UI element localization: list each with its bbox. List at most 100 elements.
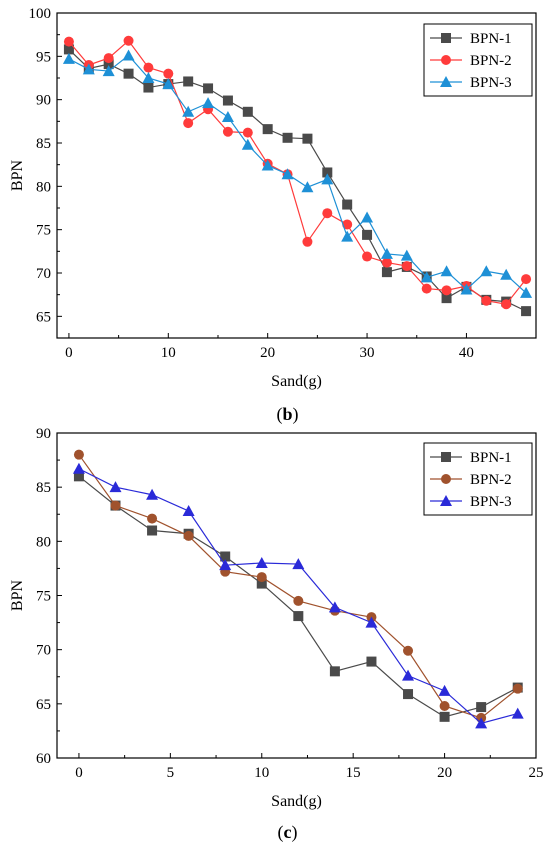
x-axis-label: Sand(g) — [271, 373, 322, 390]
data-point-bpn-3 — [520, 286, 533, 298]
data-point-bpn-3 — [261, 159, 274, 171]
data-point-bpn-1 — [256, 578, 267, 589]
data-point-bpn-2 — [403, 645, 414, 656]
y-tick-label: 65 — [36, 309, 51, 325]
data-point-bpn-2 — [103, 53, 114, 64]
data-point-bpn-2 — [147, 513, 158, 524]
data-point-bpn-2 — [63, 36, 74, 47]
data-point-bpn-3 — [460, 283, 473, 295]
data-point-bpn-2 — [439, 701, 450, 711]
data-point-bpn-3 — [321, 173, 334, 185]
data-point-bpn-3 — [400, 249, 413, 261]
data-point-bpn-3 — [438, 684, 451, 696]
data-point-bpn-1 — [441, 293, 452, 304]
x-axis-label: Sand(g) — [271, 793, 322, 810]
data-point-bpn-2 — [293, 595, 304, 606]
data-point-bpn-2 — [501, 299, 512, 310]
data-point-bpn-2 — [512, 683, 523, 694]
legend-label: BPN-1 — [470, 31, 512, 47]
data-point-bpn-2 — [521, 274, 532, 285]
data-point-bpn-2 — [322, 208, 333, 219]
data-point-bpn-2 — [362, 251, 373, 262]
legend-marker — [440, 76, 452, 87]
data-point-bpn-1 — [203, 83, 214, 94]
data-point-bpn-2 — [242, 127, 253, 138]
x-tick-label: 20 — [437, 765, 452, 781]
data-point-bpn-1 — [521, 306, 532, 317]
data-point-bpn-3 — [420, 271, 433, 283]
data-point-bpn-1 — [439, 711, 450, 722]
legend-label: BPN-1 — [470, 450, 512, 466]
data-point-bpn-3 — [219, 559, 232, 571]
data-point-bpn-1 — [381, 267, 392, 278]
data-point-bpn-3 — [365, 616, 378, 628]
data-point-bpn-3 — [62, 52, 75, 64]
data-point-bpn-2 — [123, 35, 134, 46]
data-point-bpn-2 — [183, 118, 194, 129]
legend-marker — [441, 452, 451, 462]
y-tick-label: 80 — [36, 179, 51, 195]
data-point-bpn-3 — [82, 63, 95, 75]
legend-marker — [441, 33, 451, 43]
data-point-bpn-1 — [293, 611, 304, 622]
data-point-bpn-1 — [123, 68, 134, 79]
data-point-bpn-3 — [292, 558, 305, 570]
data-point-bpn-3 — [500, 268, 513, 280]
y-tick-label: 90 — [36, 426, 51, 442]
x-tick-label: 10 — [161, 345, 176, 361]
data-point-bpn-3 — [328, 601, 341, 613]
data-point-bpn-1 — [302, 133, 313, 144]
data-point-bpn-1 — [366, 656, 377, 667]
data-point-bpn-1 — [103, 59, 114, 70]
y-tick-label: 75 — [36, 589, 51, 605]
y-tick-label: 65 — [36, 697, 51, 713]
y-axis-label: BPN — [9, 159, 26, 191]
y-tick-label: 85 — [36, 480, 51, 496]
data-point-bpn-1 — [73, 471, 84, 482]
legend-marker — [441, 55, 451, 65]
y-tick-label: 85 — [36, 136, 51, 152]
data-point-bpn-1 — [403, 689, 414, 700]
data-point-bpn-2 — [143, 62, 154, 73]
x-tick-label: 10 — [254, 765, 269, 781]
y-tick-label: 100 — [29, 6, 52, 22]
data-point-bpn-2 — [421, 283, 432, 294]
legend-label: BPN-2 — [470, 472, 512, 488]
data-point-bpn-3 — [361, 211, 374, 223]
x-tick-label: 0 — [75, 765, 83, 781]
data-point-bpn-3 — [475, 717, 488, 729]
data-point-bpn-2 — [401, 261, 412, 272]
figure-caption: (b) — [276, 404, 298, 425]
x-tick-label: 5 — [167, 765, 175, 781]
data-point-bpn-3 — [72, 462, 85, 474]
data-point-bpn-3 — [182, 505, 195, 516]
y-tick-label: 95 — [36, 49, 51, 65]
chart-b: 65 70 75 80 85 90 95 100 0 10 20 30 40 Sand(g) BPN BPN-… — [9, 6, 537, 425]
data-point-bpn-2 — [302, 236, 313, 247]
data-point-bpn-1 — [262, 124, 273, 135]
data-point-bpn-1 — [222, 95, 233, 106]
data-point-bpn-1 — [242, 106, 253, 117]
data-point-bpn-3 — [480, 265, 493, 277]
data-point-bpn-3 — [511, 707, 524, 719]
data-point-bpn-3 — [255, 557, 268, 568]
x-tick-label: 0 — [65, 345, 73, 361]
data-point-bpn-1 — [476, 702, 487, 713]
data-point-bpn-1 — [63, 44, 74, 55]
x-tick-label: 40 — [459, 345, 474, 361]
y-tick-label: 70 — [36, 266, 51, 282]
data-point-bpn-2 — [183, 530, 194, 541]
data-point-bpn-2 — [342, 219, 353, 230]
figure-caption: (c) — [278, 822, 298, 843]
data-point-bpn-3 — [440, 265, 453, 277]
y-tick-label: 75 — [36, 223, 51, 239]
y-tick-label: 60 — [36, 751, 51, 767]
data-point-bpn-3 — [122, 49, 135, 61]
data-point-bpn-3 — [341, 230, 354, 242]
data-point-bpn-1 — [183, 76, 194, 87]
y-tick-label: 90 — [36, 93, 51, 109]
data-point-bpn-3 — [142, 72, 155, 83]
x-tick-label: 20 — [260, 345, 275, 361]
data-point-bpn-3 — [221, 111, 234, 122]
